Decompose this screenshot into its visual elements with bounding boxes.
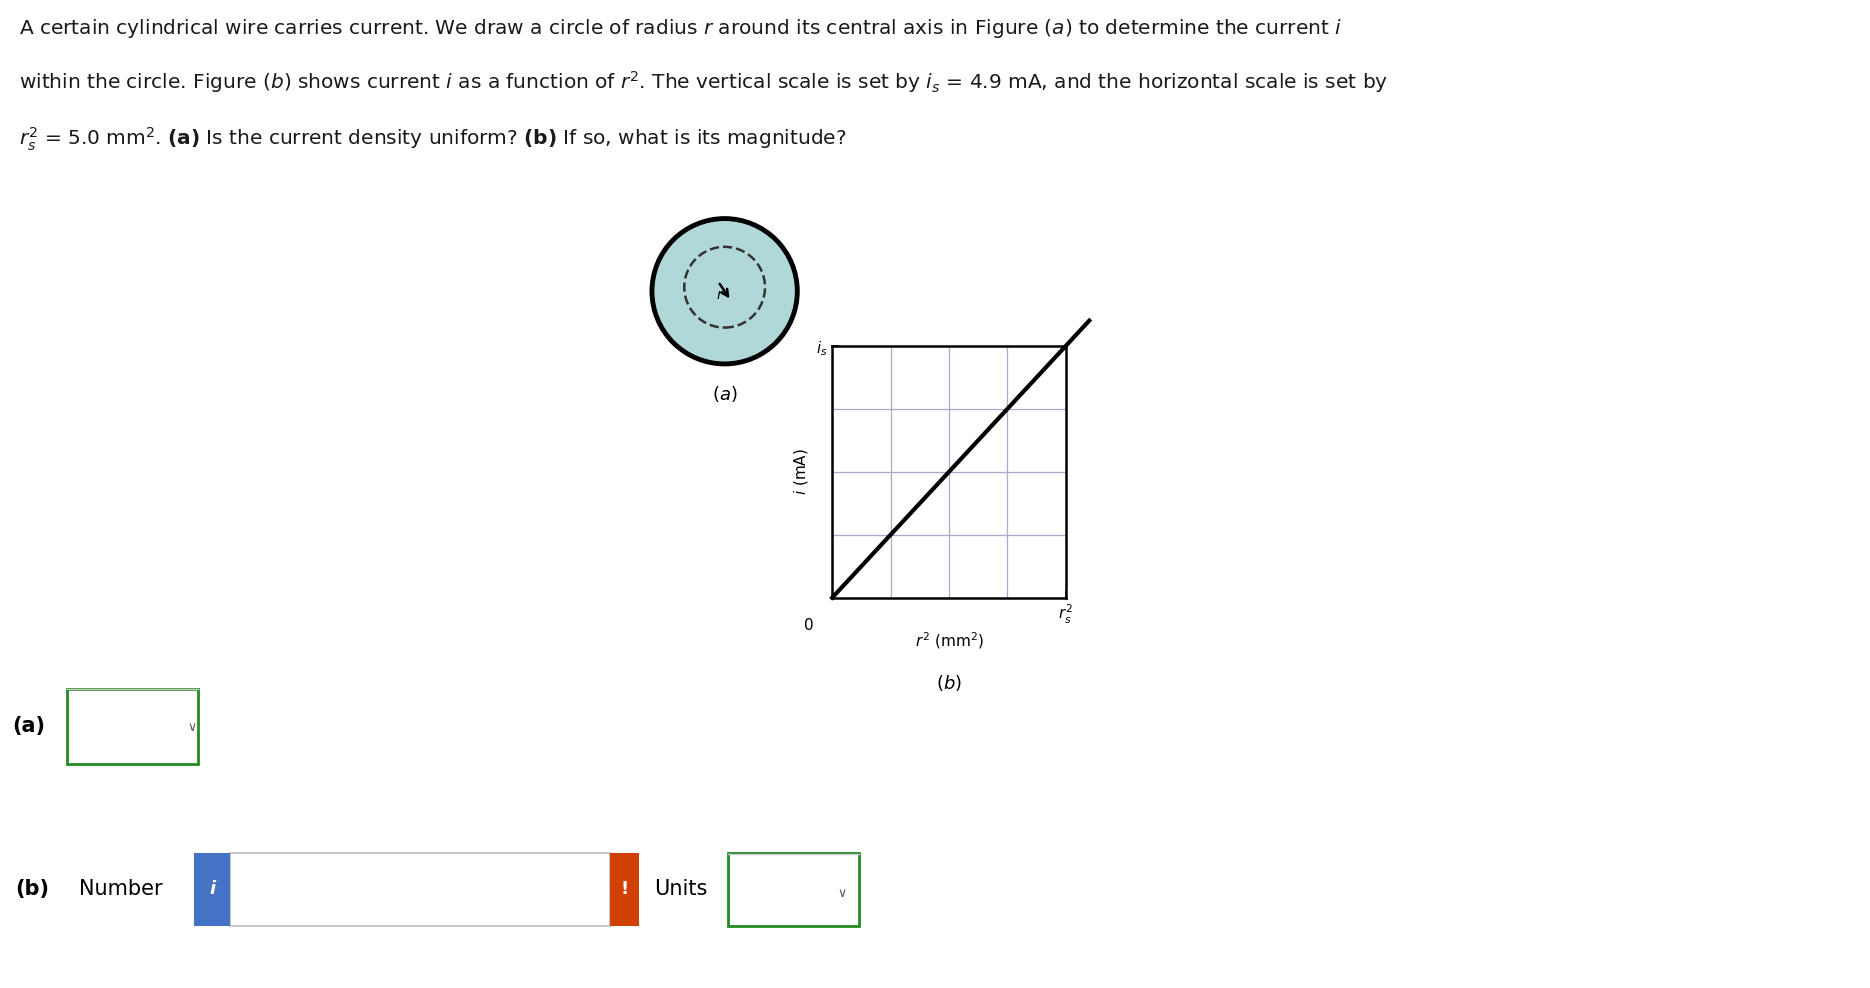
X-axis label: $r^2$ (mm$^2$): $r^2$ (mm$^2$)	[914, 630, 984, 651]
Text: (b): (b)	[15, 879, 50, 899]
FancyBboxPatch shape	[67, 689, 198, 764]
FancyBboxPatch shape	[610, 853, 640, 926]
Text: A certain cylindrical wire carries current. We draw a circle of radius $r$ aroun: A certain cylindrical wire carries curre…	[19, 18, 1341, 41]
Text: ∨: ∨	[187, 721, 196, 734]
Text: (a): (a)	[13, 716, 45, 736]
Text: !: !	[621, 880, 628, 898]
Text: 0: 0	[804, 618, 813, 633]
Text: Units: Units	[654, 879, 709, 899]
FancyBboxPatch shape	[194, 853, 230, 926]
Text: Number: Number	[79, 879, 163, 899]
Y-axis label: $i$ (mA): $i$ (mA)	[793, 449, 810, 495]
Text: i: i	[209, 880, 215, 898]
Text: $(b)$: $(b)$	[937, 674, 961, 694]
Text: $r$: $r$	[716, 288, 726, 302]
Text: ∨: ∨	[838, 886, 847, 900]
FancyBboxPatch shape	[230, 853, 610, 926]
Text: $r_s^2$ = 5.0 mm$^2$. $\mathbf{(a)}$ Is the current density uniform? $\mathbf{(b: $r_s^2$ = 5.0 mm$^2$. $\mathbf{(a)}$ Is …	[19, 125, 845, 153]
FancyBboxPatch shape	[727, 853, 858, 926]
Text: within the circle. Figure ($b$) shows current $i$ as a function of $r^2$. The ve: within the circle. Figure ($b$) shows cu…	[19, 69, 1388, 95]
Circle shape	[653, 218, 797, 364]
Text: $(a)$: $(a)$	[712, 384, 737, 404]
